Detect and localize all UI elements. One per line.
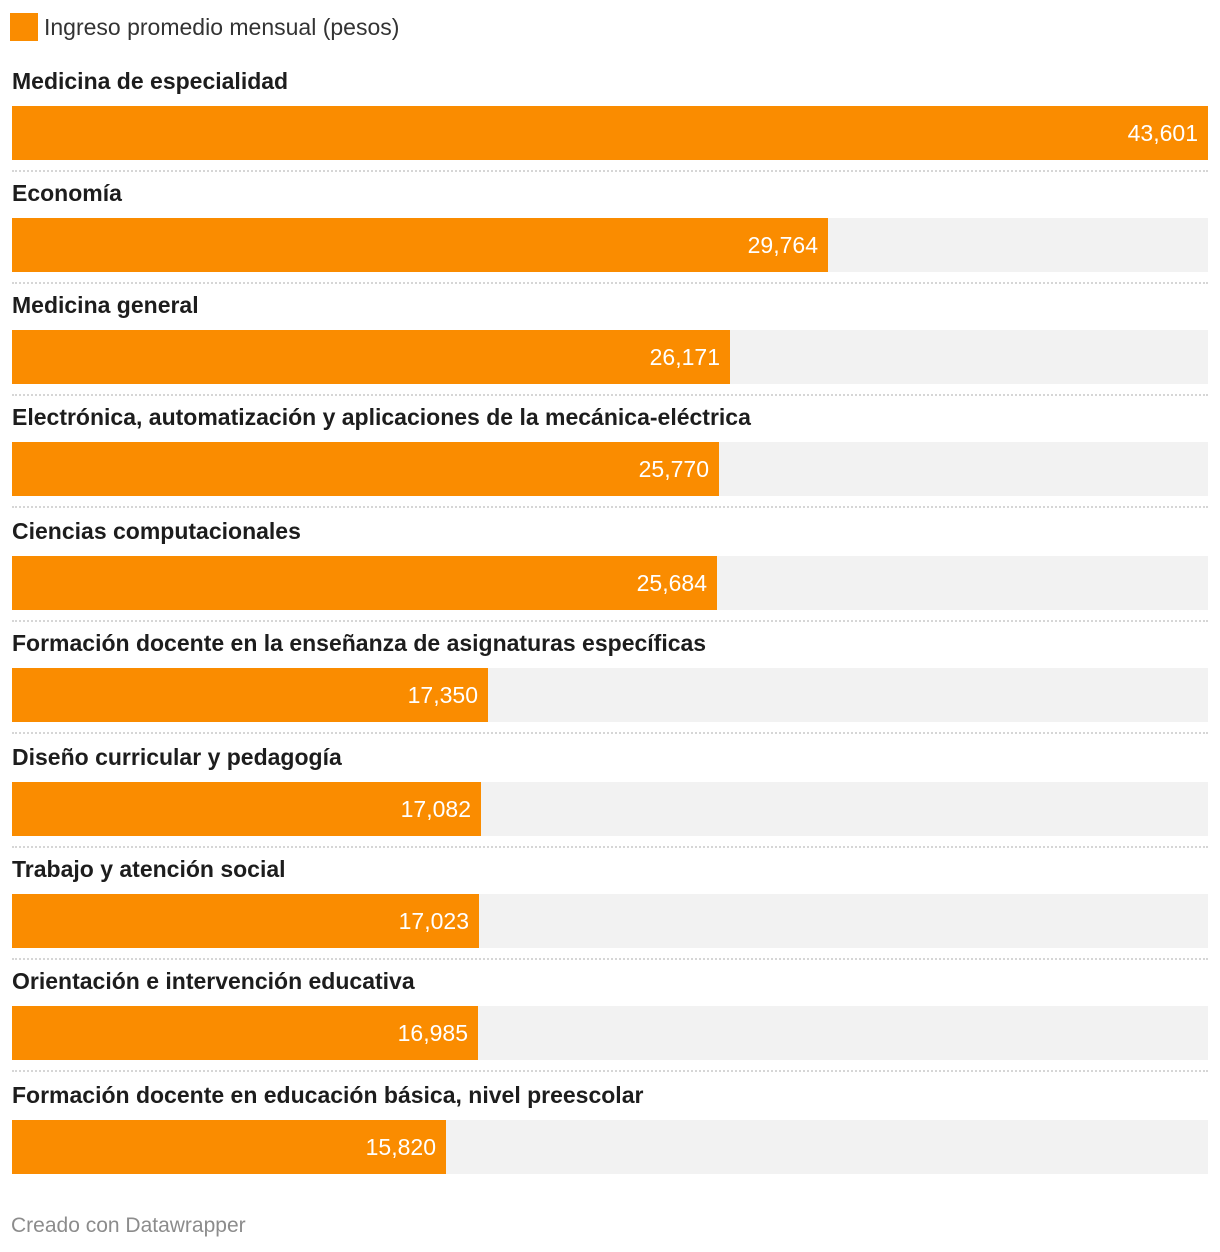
category-label: Electrónica, automatización y aplicacion… — [12, 404, 751, 430]
row-divider — [12, 170, 1208, 172]
bar-value-label: 17,023 — [398, 908, 469, 934]
bar-track: 17,082 — [12, 782, 1208, 836]
bar: 16,985 — [12, 1006, 478, 1060]
bar-value-label: 29,764 — [747, 232, 818, 258]
bar-track: 43,601 — [12, 106, 1208, 160]
bar-track: 15,820 — [12, 1120, 1208, 1174]
bar-row: Medicina general 26,171 — [12, 288, 1208, 400]
bar-value-label: 43,601 — [1127, 120, 1198, 146]
bar-value-label: 16,985 — [397, 1020, 468, 1046]
bar-row: Electrónica, automatización y aplicacion… — [12, 400, 1208, 512]
row-divider — [12, 620, 1208, 622]
row-divider — [12, 958, 1208, 960]
bar-value-label: 25,770 — [638, 456, 709, 482]
bar-row: Formación docente en educación básica, n… — [12, 1078, 1208, 1190]
bar-row: Medicina de especialidad 43,601 — [12, 64, 1208, 176]
bar-row: Diseño curricular y pedagogía 17,082 — [12, 740, 1208, 852]
bar-value-label: 26,171 — [649, 344, 720, 370]
bar-row: Formación docente en la enseñanza de asi… — [12, 626, 1208, 738]
category-label: Economía — [12, 180, 122, 206]
bar-value-label: 17,350 — [407, 682, 478, 708]
bar: 17,350 — [12, 668, 488, 722]
bar-row: Orientación e intervención educativa 16,9… — [12, 964, 1208, 1076]
category-label: Ciencias computacionales — [12, 518, 301, 544]
bar-track: 25,684 — [12, 556, 1208, 610]
bar-row: Trabajo y atención social 17,023 — [12, 852, 1208, 964]
bar: 17,082 — [12, 782, 481, 836]
bar-track: 25,770 — [12, 442, 1208, 496]
bar-track: 29,764 — [12, 218, 1208, 272]
bar-track: 16,985 — [12, 1006, 1208, 1060]
category-label: Diseño curricular y pedagogía — [12, 744, 342, 770]
legend-swatch — [10, 13, 38, 41]
legend-label: Ingreso promedio mensual (pesos) — [44, 13, 400, 40]
category-label: Medicina de especialidad — [12, 68, 289, 94]
bar-value-label: 17,082 — [400, 796, 471, 822]
bar-row: Economía 29,764 — [12, 176, 1208, 288]
row-divider — [12, 506, 1208, 508]
bar: 25,684 — [12, 556, 717, 610]
bar-row: Ciencias computacionales 25,684 — [12, 514, 1208, 626]
bar-value-label: 25,684 — [636, 570, 707, 596]
bar-track: 17,350 — [12, 668, 1208, 722]
row-divider — [12, 282, 1208, 284]
bar-track: 17,023 — [12, 894, 1208, 948]
chart-legend: Ingreso promedio mensual (pesos) — [10, 12, 399, 42]
row-divider — [12, 732, 1208, 734]
credit-text: Creado con Datawrapper — [11, 1214, 246, 1237]
bar: 25,770 — [12, 442, 719, 496]
row-divider — [12, 846, 1208, 848]
category-label: Formación docente en la enseñanza de asi… — [12, 630, 707, 656]
bar: 43,601 — [12, 106, 1208, 160]
bar: 26,171 — [12, 330, 730, 384]
category-label: Formación docente en educación básica, n… — [12, 1082, 644, 1108]
row-divider — [12, 394, 1208, 396]
category-label: Orientación e intervención educativa — [12, 968, 415, 994]
bar: 17,023 — [12, 894, 479, 948]
row-divider — [12, 1070, 1208, 1072]
category-label: Trabajo y atención social — [12, 856, 286, 882]
bar-value-label: 15,820 — [365, 1134, 436, 1160]
bar: 15,820 — [12, 1120, 446, 1174]
bar-track: 26,171 — [12, 330, 1208, 384]
category-label: Medicina general — [12, 292, 199, 318]
bar: 29,764 — [12, 218, 828, 272]
